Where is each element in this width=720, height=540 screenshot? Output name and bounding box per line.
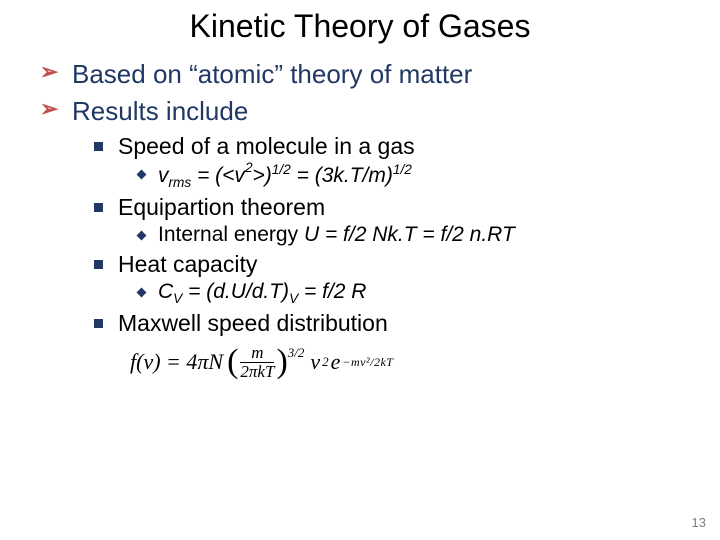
f: m (251, 344, 263, 362)
f: ( (227, 343, 238, 381)
sub-text: Maxwell speed distribution (118, 310, 388, 336)
arrow-icon: ➢ (40, 98, 58, 120)
f: 1/2 (272, 162, 291, 177)
diamond-icon (137, 288, 147, 298)
formula-item: CV = (d.U/d.T)V = f/2 R (138, 280, 690, 306)
sub-item: Maxwell speed distribution (94, 310, 690, 337)
f: 1/2 (393, 162, 412, 177)
f: ) (276, 343, 287, 381)
sub-text: Equipartion theorem (118, 194, 325, 220)
f: f(ν) = 4πN (130, 349, 223, 375)
diamond-icon (137, 170, 147, 180)
square-icon (94, 203, 103, 212)
slide: Kinetic Theory of Gases ➢ Based on “atom… (0, 0, 720, 540)
fraction: m 2πkT (240, 344, 274, 381)
f: >) (253, 164, 272, 187)
f: −mν²/2kT (342, 355, 393, 370)
slide-title: Kinetic Theory of Gases (30, 8, 690, 45)
f: ν (310, 349, 320, 375)
f: = f/2 R (298, 280, 366, 303)
list-item: ➢ Based on “atomic” theory of matter (40, 59, 690, 90)
diamond-icon (137, 231, 147, 241)
item-text: Results include (72, 96, 248, 126)
formula-item: Internal energy U = f/2 Nk.T = f/2 n.RT (138, 223, 690, 247)
formula-item: vrms = (<v2>)1/2 = (3k.T/m)1/2 (138, 162, 690, 190)
f: 2πkT (240, 363, 274, 381)
sub-sub-list: vrms = (<v2>)1/2 = (3k.T/m)1/2 (118, 162, 690, 190)
f: U = f/2 Nk.T = f/2 n.RT (304, 223, 515, 246)
f: 2 (322, 354, 329, 370)
f: C (158, 280, 173, 303)
sub-sub-list: Internal energy U = f/2 Nk.T = f/2 n.RT (118, 223, 690, 247)
item-text: Based on “atomic” theory of matter (72, 59, 472, 89)
f: V (173, 291, 182, 306)
sub-item: Speed of a molecule in a gas vrms = (<v2… (94, 133, 690, 190)
maxwell-formula: f(ν) = 4πN ( m 2πkT ) 3/2 ν2 e−mν²/2kT (130, 343, 690, 381)
f: 2 (245, 160, 253, 175)
sub-item: Heat capacity CV = (d.U/d.T)V = f/2 R (94, 251, 690, 306)
square-icon (94, 260, 103, 269)
main-list: ➢ Based on “atomic” theory of matter ➢ R… (30, 59, 690, 337)
sub-text: Speed of a molecule in a gas (118, 133, 415, 159)
sub-list: Speed of a molecule in a gas vrms = (<v2… (72, 133, 690, 337)
page-number: 13 (692, 515, 706, 530)
f: = (d.U/d.T) (182, 280, 289, 303)
f: = (<v (191, 164, 245, 187)
f: V (289, 291, 298, 306)
f: Internal energy (158, 223, 304, 246)
sub-item: Equipartion theorem Internal energy U = … (94, 194, 690, 247)
square-icon (94, 142, 103, 151)
arrow-icon: ➢ (40, 61, 58, 83)
f: 3/2 (288, 345, 305, 361)
square-icon (94, 319, 103, 328)
f: e (331, 349, 341, 375)
f: v (158, 164, 169, 187)
f: = (3k.T/m) (291, 164, 393, 187)
list-item: ➢ Results include Speed of a molecule in… (40, 96, 690, 337)
sub-text: Heat capacity (118, 251, 257, 277)
sub-sub-list: CV = (d.U/d.T)V = f/2 R (118, 280, 690, 306)
f: rms (169, 175, 192, 190)
